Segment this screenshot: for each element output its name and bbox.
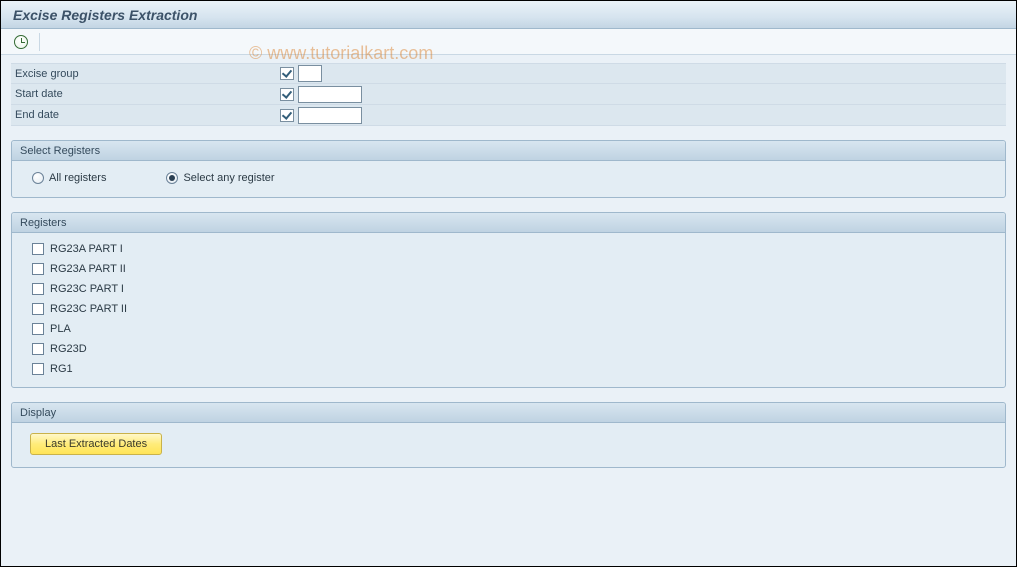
radio-label: Select any register xyxy=(183,172,274,184)
execute-clock-icon xyxy=(14,35,28,49)
excise-group-input[interactable] xyxy=(298,65,322,82)
form-row-start-date: Start date xyxy=(11,84,1006,105)
checkbox-label: RG1 xyxy=(50,363,73,375)
checkbox-icon xyxy=(32,283,44,295)
execute-button[interactable] xyxy=(11,33,31,51)
checkbox-pla[interactable]: PLA xyxy=(22,319,995,339)
toolbar-divider xyxy=(39,33,40,51)
checkbox-icon xyxy=(32,303,44,315)
label-excise-group: Excise group xyxy=(11,68,278,80)
checkbox-label: RG23A PART II xyxy=(50,263,126,275)
required-indicator-excise-group xyxy=(278,65,296,83)
checkbox-rg23d[interactable]: RG23D xyxy=(22,339,995,359)
parameter-form: Excise group Start date End date xyxy=(11,63,1006,126)
checkbox-label: RG23C PART I xyxy=(50,283,124,295)
radio-select-any-register[interactable]: Select any register xyxy=(166,172,274,184)
checkbox-icon xyxy=(32,263,44,275)
checkbox-rg23a-part-ii[interactable]: RG23A PART II xyxy=(22,259,995,279)
radio-icon xyxy=(166,172,178,184)
start-date-input[interactable] xyxy=(298,86,362,103)
checkbox-icon xyxy=(32,343,44,355)
checkbox-rg23c-part-ii[interactable]: RG23C PART II xyxy=(22,299,995,319)
group-display: Display Last Extracted Dates xyxy=(11,402,1006,468)
checkbox-icon xyxy=(32,363,44,375)
toolbar xyxy=(1,29,1016,55)
radio-label: All registers xyxy=(49,172,106,184)
checkbox-label: PLA xyxy=(50,323,71,335)
required-indicator-end-date xyxy=(278,106,296,124)
required-indicator-start-date xyxy=(278,85,296,103)
radio-icon xyxy=(32,172,44,184)
content-area: Excise group Start date End date Select … xyxy=(1,55,1016,478)
group-header-registers: Registers xyxy=(12,213,1005,233)
page-title: Excise Registers Extraction xyxy=(13,7,197,23)
label-start-date: Start date xyxy=(11,88,278,100)
checkbox-icon xyxy=(32,243,44,255)
group-registers: Registers RG23A PART I RG23A PART II RG2… xyxy=(11,212,1006,388)
checkbox-label: RG23A PART I xyxy=(50,243,123,255)
end-date-input[interactable] xyxy=(298,107,362,124)
checkbox-rg1[interactable]: RG1 xyxy=(22,359,995,379)
group-header-select-registers: Select Registers xyxy=(12,141,1005,161)
form-row-excise-group: Excise group xyxy=(11,63,1006,84)
checkbox-label: RG23D xyxy=(50,343,87,355)
last-extracted-dates-button[interactable]: Last Extracted Dates xyxy=(30,433,162,455)
radio-row: All registers Select any register xyxy=(22,167,995,189)
checkbox-rg23c-part-i[interactable]: RG23C PART I xyxy=(22,279,995,299)
checkbox-label: RG23C PART II xyxy=(50,303,127,315)
radio-all-registers[interactable]: All registers xyxy=(32,172,106,184)
label-end-date: End date xyxy=(11,109,278,121)
group-header-display: Display xyxy=(12,403,1005,423)
group-select-registers: Select Registers All registers Select an… xyxy=(11,140,1006,198)
window-title-bar: Excise Registers Extraction xyxy=(1,1,1016,29)
checkbox-icon xyxy=(32,323,44,335)
form-row-end-date: End date xyxy=(11,105,1006,126)
checkbox-rg23a-part-i[interactable]: RG23A PART I xyxy=(22,239,995,259)
